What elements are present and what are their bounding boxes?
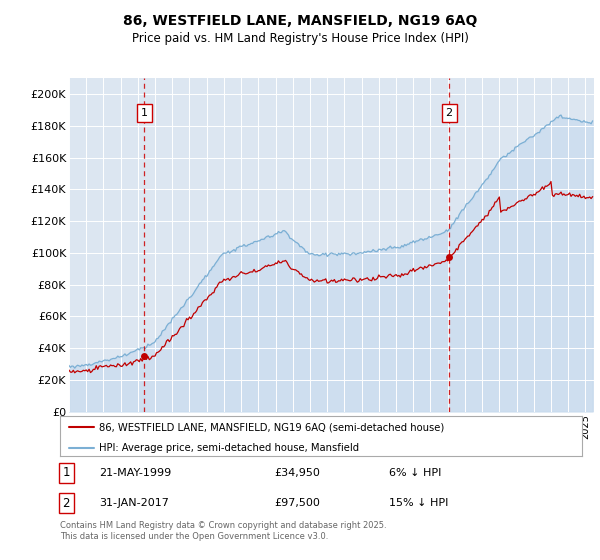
Text: 15% ↓ HPI: 15% ↓ HPI: [389, 498, 448, 508]
Text: Contains HM Land Registry data © Crown copyright and database right 2025.: Contains HM Land Registry data © Crown c…: [60, 521, 386, 530]
Text: This data is licensed under the Open Government Licence v3.0.: This data is licensed under the Open Gov…: [60, 532, 328, 541]
Text: 21-MAY-1999: 21-MAY-1999: [99, 468, 172, 478]
Text: 2: 2: [446, 109, 452, 118]
Text: HPI: Average price, semi-detached house, Mansfield: HPI: Average price, semi-detached house,…: [99, 442, 359, 452]
Text: £34,950: £34,950: [274, 468, 320, 478]
Text: 31-JAN-2017: 31-JAN-2017: [99, 498, 169, 508]
Text: £97,500: £97,500: [274, 498, 320, 508]
Text: 86, WESTFIELD LANE, MANSFIELD, NG19 6AQ (semi-detached house): 86, WESTFIELD LANE, MANSFIELD, NG19 6AQ …: [99, 422, 445, 432]
Text: 1: 1: [141, 109, 148, 118]
Text: Price paid vs. HM Land Registry's House Price Index (HPI): Price paid vs. HM Land Registry's House …: [131, 32, 469, 45]
Text: 2: 2: [62, 497, 70, 510]
Text: 1: 1: [62, 466, 70, 479]
Text: 86, WESTFIELD LANE, MANSFIELD, NG19 6AQ: 86, WESTFIELD LANE, MANSFIELD, NG19 6AQ: [123, 14, 477, 28]
Text: 6% ↓ HPI: 6% ↓ HPI: [389, 468, 441, 478]
